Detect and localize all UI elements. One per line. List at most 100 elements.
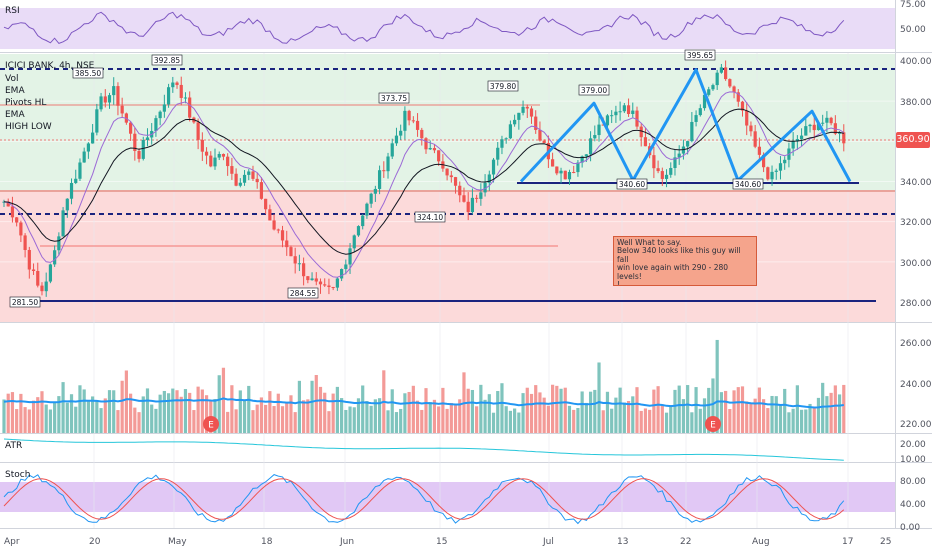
volume-bar: [377, 398, 382, 433]
candle: [95, 103, 99, 136]
time-tick: 18: [261, 537, 273, 547]
candle: [669, 162, 673, 178]
candle: [103, 89, 107, 108]
price-pane-lower: [0, 192, 895, 322]
candle: [652, 146, 656, 179]
candle: [209, 151, 213, 168]
volume-bar: [247, 385, 251, 433]
svg-text:373.75: 373.75: [381, 94, 407, 103]
indicator-ema: EMA: [5, 86, 25, 96]
candle: [166, 83, 171, 108]
volume-bar: [432, 399, 437, 433]
stoch-k-line: [3, 474, 845, 525]
svg-text:281.50: 281.50: [12, 298, 38, 307]
candle: [411, 116, 415, 124]
volume-bar: [491, 412, 496, 433]
volume-bar: [204, 395, 209, 433]
pivot-label: 392.85: [151, 54, 183, 66]
atr-title: ATR: [5, 441, 22, 451]
key-levels: [0, 68, 895, 302]
ema-slow-line: [3, 108, 844, 255]
volume-bar: [686, 385, 690, 433]
volume-bar: [344, 409, 348, 433]
candle: [394, 127, 399, 146]
volume-bar: [681, 399, 686, 433]
candle: [458, 181, 462, 203]
volume-bar: [766, 408, 770, 433]
volume-bar: [795, 385, 799, 433]
candle: [643, 127, 648, 147]
volume-tick: 240.00: [900, 380, 932, 390]
svg-text:379.00: 379.00: [581, 86, 607, 95]
volume-ma-line: [3, 397, 844, 409]
volume-bar: [171, 388, 175, 433]
volume-bar: [107, 390, 112, 433]
volume-bar: [470, 389, 475, 433]
volume-bar: [234, 409, 238, 433]
volume-bar: [403, 393, 407, 433]
candle: [496, 142, 500, 166]
atr-tick: 20.00: [900, 440, 926, 450]
candle: [285, 230, 289, 256]
volume-bar: [264, 404, 268, 433]
candle: [842, 124, 846, 152]
volume-bar: [551, 384, 555, 433]
pivot-label: 373.75: [378, 92, 410, 104]
volume-bar: [643, 408, 648, 433]
candle: [272, 214, 276, 231]
event-marker[interactable]: E: [705, 416, 721, 432]
candle: [753, 124, 757, 149]
time-tick: Jun: [339, 537, 354, 547]
candle: [724, 60, 728, 81]
volume-bar: [669, 405, 673, 433]
volume-bar: [584, 402, 588, 433]
candles: [2, 60, 846, 297]
annotation-note[interactable]: Well What to say. Below 340 looks like t…: [613, 236, 757, 286]
stoch-title: Stoch: [5, 470, 30, 480]
candle: [99, 92, 103, 112]
volume-bar: [348, 406, 352, 433]
candle: [331, 286, 335, 291]
volume-bar: [664, 412, 669, 433]
candle: [323, 278, 327, 287]
time-tick: Apr: [4, 537, 20, 547]
volume-bar: [487, 394, 491, 433]
volume-bar: [221, 367, 226, 433]
pivot-label: 340.60: [732, 178, 764, 190]
volume-bar: [95, 400, 99, 433]
candle: [310, 272, 314, 281]
volume-bar: [799, 409, 804, 433]
candle: [91, 124, 95, 144]
volume-bar: [48, 409, 53, 433]
candle: [778, 156, 783, 180]
volume-bar: [74, 406, 78, 433]
candle: [221, 153, 226, 161]
pivot-label: 385.50: [72, 67, 104, 79]
volume-bar: [707, 387, 711, 433]
volume-bar: [2, 399, 6, 433]
candle: [711, 83, 715, 91]
candle: [466, 192, 470, 221]
volume-bar: [310, 380, 314, 433]
candle: [10, 196, 15, 223]
candle: [289, 245, 293, 257]
candle: [690, 112, 694, 143]
volume-bar: [563, 387, 567, 433]
volume-bar: [133, 407, 137, 433]
volume-bar: [479, 384, 483, 433]
volume-bar: [112, 390, 116, 433]
volume-bar: [137, 412, 141, 433]
event-marker[interactable]: E: [203, 416, 219, 432]
candle: [660, 167, 664, 187]
candle: [57, 232, 61, 256]
rsi-tick: 75.00: [900, 0, 926, 10]
volume-bar: [483, 399, 487, 433]
candle: [837, 131, 842, 143]
volume-bar: [166, 393, 171, 433]
volume-bar: [702, 398, 707, 433]
candle: [247, 169, 251, 181]
rsi-line: [3, 11, 845, 44]
volume-bar: [129, 393, 133, 433]
volume-bar: [36, 397, 40, 433]
